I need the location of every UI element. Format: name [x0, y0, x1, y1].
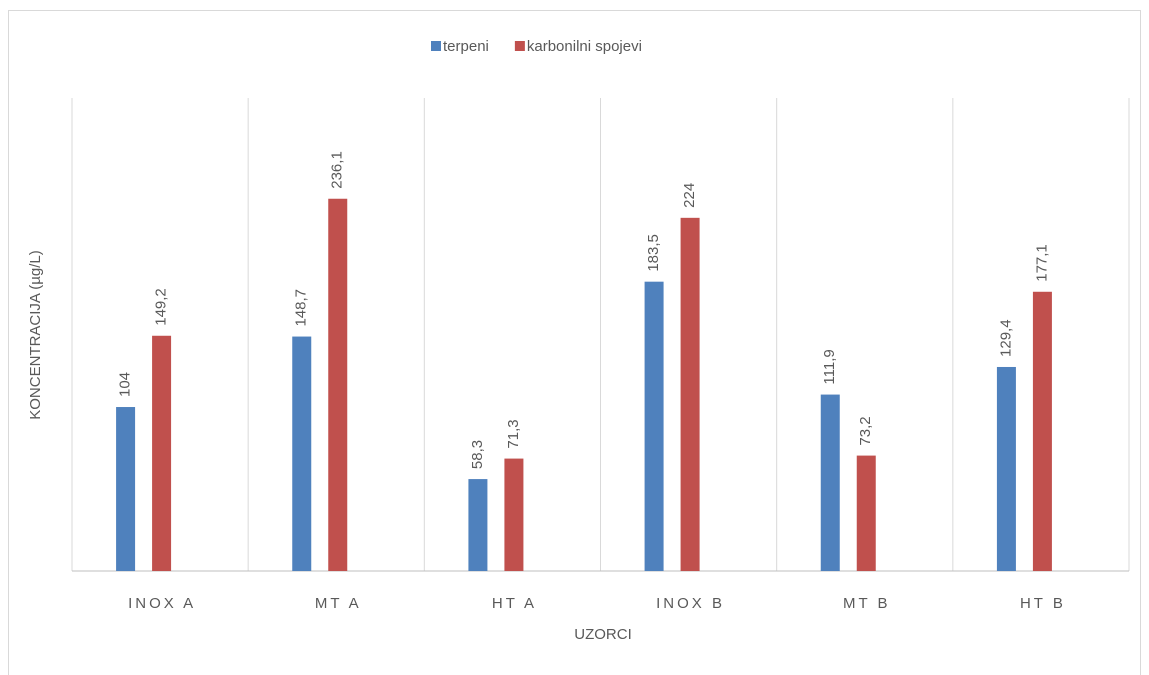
bar — [152, 335, 172, 571]
legend-swatch — [514, 41, 525, 51]
x-axis-label: UZORCI — [574, 626, 632, 643]
data-label: 71,3 — [505, 419, 522, 448]
bar — [1032, 291, 1052, 571]
bar — [996, 366, 1016, 571]
bar — [644, 281, 664, 571]
chart-border — [8, 10, 1141, 675]
legend-label: karbonilni spojevi — [527, 38, 642, 55]
y-axis-label: KONCENTRACIJA (µg/L) — [27, 250, 44, 420]
bar — [856, 455, 876, 571]
data-label: 183,5 — [645, 234, 662, 272]
data-label: 73,2 — [857, 416, 874, 445]
legend-swatch — [431, 41, 441, 51]
x-tick-label: INOX A — [128, 595, 196, 612]
legend-label: terpeni — [443, 38, 489, 55]
bar — [116, 407, 136, 571]
x-tick-label: MT A — [315, 595, 362, 612]
bar — [680, 217, 700, 571]
x-tick-label: HT A — [492, 595, 537, 612]
bar — [504, 458, 524, 571]
x-tick-label: HT B — [1020, 595, 1066, 612]
x-tick-label: INOX B — [656, 595, 725, 612]
bar — [292, 336, 312, 571]
data-label: 104 — [117, 372, 134, 397]
bar — [820, 394, 840, 571]
bar — [328, 198, 348, 571]
bar — [468, 479, 488, 571]
data-label: 148,7 — [293, 289, 310, 327]
data-label: 111,9 — [821, 349, 838, 384]
data-label: 149,2 — [153, 288, 170, 326]
data-label: 224 — [681, 183, 698, 208]
x-tick-label: MT B — [843, 595, 891, 612]
data-label: 58,3 — [469, 440, 486, 469]
data-label: 236,1 — [329, 151, 346, 189]
data-label: 129,4 — [997, 319, 1014, 357]
data-label: 177,1 — [1033, 244, 1050, 282]
